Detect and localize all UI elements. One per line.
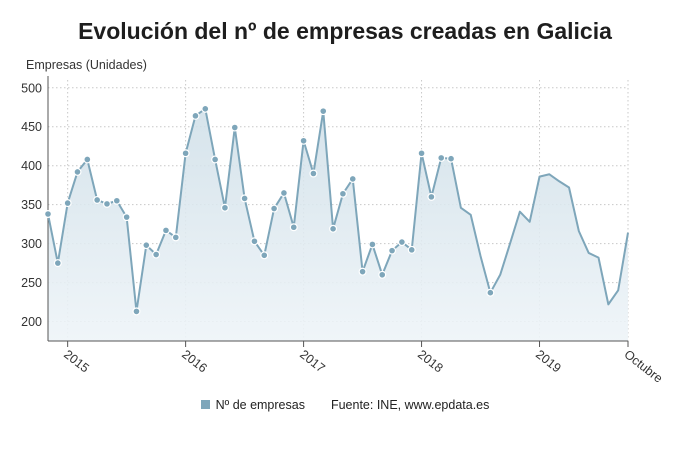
data-point <box>161 226 170 235</box>
data-point <box>93 195 102 204</box>
y-tick-label: 300 <box>21 237 42 251</box>
series-line <box>47 107 629 313</box>
legend: Nº de empresas Fuente: INE, www.epdata.es <box>0 398 690 412</box>
y-tick-label: 450 <box>21 120 42 134</box>
data-point <box>358 267 367 276</box>
series-line-path <box>47 107 629 313</box>
y-axis-label: Empresas (Unidades) <box>26 58 147 72</box>
y-tick-label: 400 <box>21 159 42 173</box>
data-point <box>368 240 377 249</box>
legend-swatch <box>200 400 210 409</box>
x-tick-label: 2017 <box>297 347 328 375</box>
data-point <box>378 270 387 279</box>
data-point <box>122 213 131 222</box>
data-point <box>201 104 210 113</box>
data-point <box>329 224 338 233</box>
x-tick-label: 2019 <box>533 347 564 375</box>
data-point <box>299 136 308 145</box>
legend-series-label: Nº de empresas <box>215 398 305 412</box>
area-fill <box>48 108 628 341</box>
data-point <box>211 155 220 164</box>
data-point <box>191 111 200 120</box>
data-point <box>437 153 446 162</box>
series-area <box>48 108 628 341</box>
data-point <box>220 203 229 212</box>
axes <box>47 76 629 347</box>
data-point <box>112 196 121 205</box>
data-point <box>447 154 456 163</box>
x-tick-label: Octubre <box>622 347 666 385</box>
data-point <box>171 233 180 242</box>
data-point <box>309 169 318 178</box>
data-point <box>260 251 269 260</box>
data-point <box>348 174 357 183</box>
x-tick-label: 2015 <box>61 347 92 375</box>
x-tick-label: 2016 <box>179 347 210 375</box>
data-point <box>279 188 288 197</box>
data-point <box>319 107 328 116</box>
data-point <box>407 245 416 254</box>
data-point <box>417 149 426 158</box>
data-point <box>270 204 279 213</box>
data-point <box>338 189 347 198</box>
data-point <box>289 223 298 232</box>
data-point <box>230 123 239 132</box>
data-point <box>250 237 259 246</box>
data-point <box>83 155 92 164</box>
data-point <box>53 259 62 268</box>
data-point <box>43 210 52 219</box>
data-points <box>43 104 495 316</box>
chart-title: Evolución del nº de empresas creadas en … <box>78 18 612 44</box>
data-point <box>240 194 249 203</box>
data-point <box>397 238 406 247</box>
data-point <box>142 241 151 250</box>
y-tick-label: 250 <box>21 276 42 290</box>
y-tick-label: 350 <box>21 198 42 212</box>
data-point <box>63 199 72 208</box>
data-point <box>427 192 436 201</box>
x-tick-label: 2018 <box>415 347 446 375</box>
source-note: Fuente: INE, www.epdata.es <box>330 398 490 412</box>
data-point <box>73 167 82 176</box>
data-point <box>102 199 111 208</box>
data-point <box>152 250 161 259</box>
data-point <box>181 149 190 158</box>
data-point <box>486 288 495 297</box>
y-tick-label: 200 <box>21 315 42 329</box>
data-point <box>388 246 397 255</box>
y-tick-label: 500 <box>21 81 42 95</box>
data-point <box>132 307 141 316</box>
